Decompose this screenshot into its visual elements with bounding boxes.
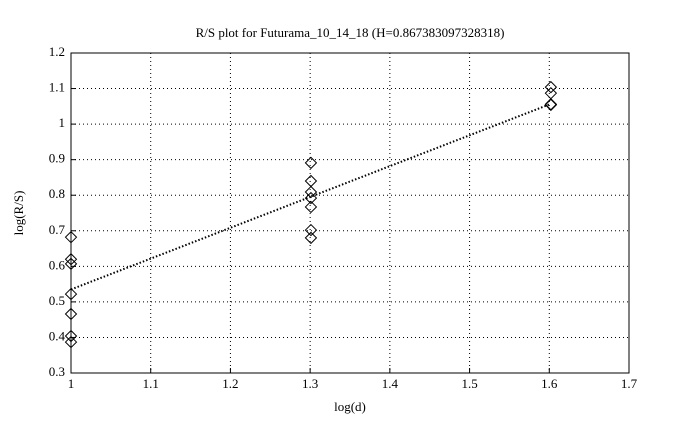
data-point [304, 200, 318, 214]
data-point [544, 97, 558, 111]
y-tick-label: 0.9 [49, 151, 65, 166]
data-point [64, 307, 78, 321]
x-tick-label: 1.7 [621, 376, 638, 391]
x-tick-label: 1.4 [382, 376, 399, 391]
data-point [304, 191, 318, 205]
data-point [64, 257, 78, 271]
y-axis-label: log(R/S) [11, 191, 26, 236]
data-point [64, 335, 78, 349]
y-tick-label: 0.6 [49, 257, 66, 272]
x-tick-label: 1.6 [541, 376, 558, 391]
data-point [64, 230, 78, 244]
y-tick-label: 0.3 [49, 364, 65, 379]
data-point [304, 231, 318, 245]
plot-frame [70, 52, 630, 374]
y-tick-label: 1 [59, 115, 66, 130]
data-point [64, 253, 78, 266]
data-point [64, 287, 78, 301]
y-tick-label: 0.7 [49, 222, 66, 237]
data-point [544, 80, 558, 94]
x-tick-label: 1.1 [143, 376, 159, 391]
y-tick-label: 1.1 [49, 80, 65, 95]
y-tick-label: 0.5 [49, 293, 65, 308]
x-tick-label: 1.5 [461, 376, 477, 391]
chart-title: R/S plot for Futurama_10_14_18 (H=0.8673… [196, 25, 505, 40]
data-point [64, 329, 78, 343]
data-point [304, 223, 318, 237]
y-tick-label: 0.8 [49, 186, 65, 201]
x-tick-label: 1.2 [222, 376, 238, 391]
x-tick-label: 1 [68, 376, 75, 391]
y-tick-label: 0.4 [49, 328, 66, 343]
data-point [544, 98, 558, 112]
x-axis-label: log(d) [334, 399, 366, 414]
x-tick-label: 1.3 [302, 376, 318, 391]
y-tick-label: 1.2 [49, 44, 65, 59]
data-point [304, 156, 318, 170]
